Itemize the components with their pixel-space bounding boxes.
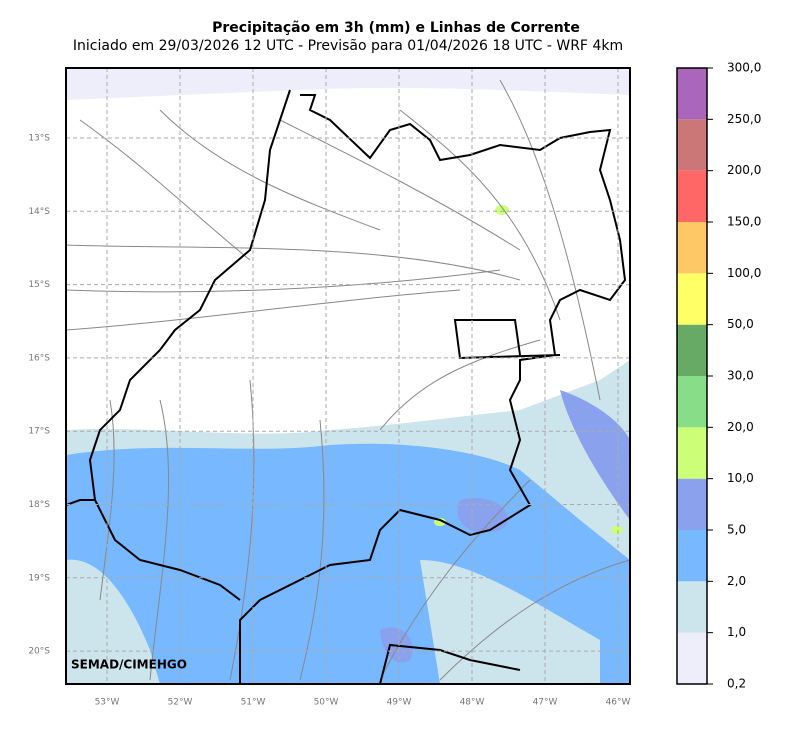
lat-label: 15°S	[28, 280, 50, 290]
colorbar-label: 2,0	[727, 574, 746, 588]
lon-label: 51°W	[241, 698, 266, 708]
colorbar-band	[677, 324, 707, 376]
colorbar-band	[677, 632, 707, 684]
lon-label: 48°W	[460, 698, 485, 708]
colorbar-label: 50,0	[727, 317, 754, 331]
colorbar-band	[677, 478, 707, 530]
lon-label: 49°W	[387, 698, 412, 708]
map-layer	[66, 68, 630, 684]
map-frame	[65, 67, 631, 685]
lat-label: 20°S	[28, 647, 50, 657]
colorbar-label: 200,0	[727, 163, 761, 177]
colorbar-label: 0,2	[727, 677, 746, 691]
title: Precipitação em 3h (mm) e Linhas de Corr…	[212, 20, 580, 36]
colorbar-label: 100,0	[727, 266, 761, 280]
lat-label: 17°S	[28, 427, 50, 437]
colorbar-band	[677, 530, 707, 582]
lat-label: 16°S	[28, 353, 50, 363]
colorbar-label: 150,0	[727, 215, 761, 229]
lon-label: 53°W	[95, 698, 120, 708]
colorbar-label: 10,0	[727, 471, 754, 485]
colorbar-band	[677, 68, 707, 120]
colorbar-band	[677, 427, 707, 479]
colorbar-label: 30,0	[727, 369, 754, 383]
colorbar-band	[677, 376, 707, 428]
colorbar-band	[677, 222, 707, 274]
colorbar-band	[677, 119, 707, 171]
subtitle: Iniciado em 29/03/2026 12 UTC - Previsão…	[73, 38, 623, 54]
lat-label: 18°S	[28, 500, 50, 510]
colorbar-band	[677, 273, 707, 325]
lon-label: 50°W	[314, 698, 339, 708]
lat-label: 19°S	[28, 573, 50, 583]
lon-label: 47°W	[533, 698, 558, 708]
colorbar-label: 20,0	[727, 420, 754, 434]
colorbar-band	[677, 170, 707, 222]
colorbar: 0,2 1,0 2,0 5,0 10,0 20,0 30,0 50,0 100,0 150,0 20…	[676, 61, 761, 691]
colorbar-label: 300,0	[727, 61, 761, 75]
colorbar-label: 5,0	[727, 523, 746, 537]
colorbar-band	[677, 581, 707, 633]
colorbar-label: 1,0	[727, 625, 746, 639]
lat-label: 14°S	[28, 207, 50, 217]
lon-label: 46°W	[606, 698, 631, 708]
lat-label: 13°S	[28, 134, 50, 144]
graticule: 13°S 14°S 15°S 16°S 17°S 18°S 19°S 20°S 53°W 52°W…	[28, 68, 631, 708]
colorbar-label: 250,0	[727, 112, 761, 126]
lon-label: 52°W	[168, 698, 193, 708]
credit: SEMAD/CIMEHGO	[71, 658, 187, 672]
